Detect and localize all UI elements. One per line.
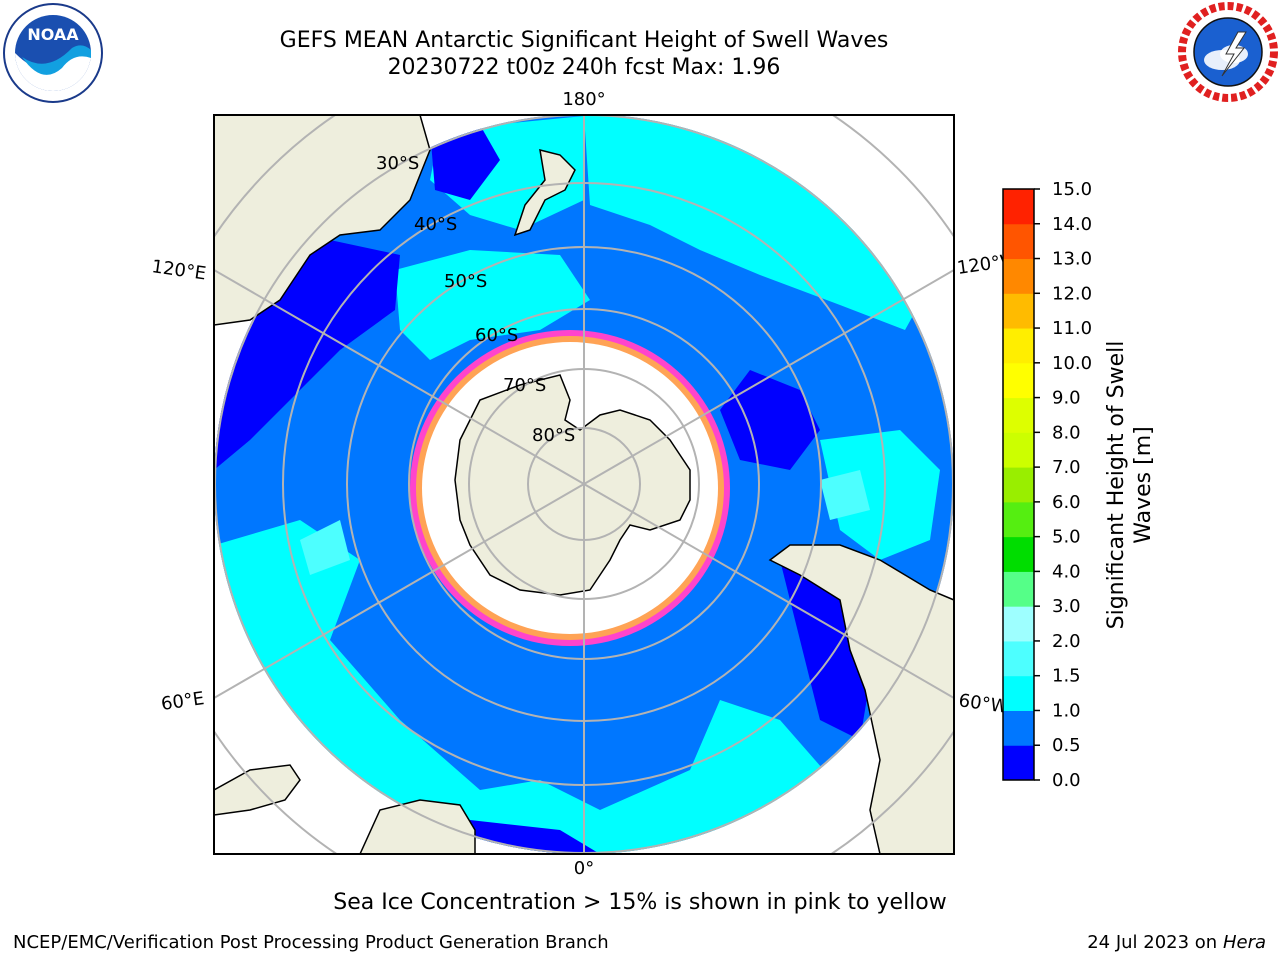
svg-text:NOAA: NOAA [27,25,79,44]
colorbar-segment [1003,397,1034,433]
colorbar-segment [1003,432,1034,468]
meridian-label-60e: 60°E [160,688,206,715]
latitude-label-50s: 50°S [444,271,487,292]
colorbar-segment [1003,501,1034,538]
map-frame [213,114,955,855]
colorbar-segment [1003,467,1034,503]
chart-title: GEFS MEAN Antarctic Significant Height o… [279,28,889,53]
colorbar-tick-label: 11.0 [1052,318,1092,339]
colorbar-segment [1003,189,1034,225]
meridian-label-0: 0° [574,858,594,879]
colorbar-segment [1003,536,1034,572]
colorbar-tick-label: 8.0 [1052,422,1081,443]
colorbar-segment [1003,223,1034,260]
colorbar-tick-label: 9.0 [1052,388,1081,409]
footer-credit: NCEP/EMC/Verification Post Processing Pr… [13,932,609,953]
latitude-label-60s: 60°S [475,325,518,346]
colorbar-tick-label: 13.0 [1052,249,1092,270]
latitude-label-70s: 70°S [503,375,546,396]
colorbar-segment [1003,293,1034,329]
colorbar-segment [1003,328,1034,364]
colorbar-segment [1003,640,1034,677]
colorbar-tick-label: 15.0 [1052,179,1092,200]
colorbar-segment [1003,606,1034,642]
southern-africa-land [359,799,476,854]
noaa-logo-icon: NOAA [3,3,103,103]
colorbar-tick-label: 6.0 [1052,492,1081,513]
national-weather-service-logo-icon [1178,2,1278,102]
south-america-land [768,544,954,854]
colorbar-tick-label: 3.0 [1052,596,1081,617]
colorbar-tick-label: 0.0 [1052,770,1081,791]
sea-ice-note: Sea Ice Concentration > 15% is shown in … [333,890,947,915]
colorbar-tick-label: 10.0 [1052,353,1092,374]
latitude-label-40s: 40°S [414,214,457,235]
chart-subtitle: 20230722 t00z 240h fcst Max: 1.96 [387,55,781,80]
colorbar-tick-label: 1.0 [1052,700,1081,721]
new-zealand-land [513,148,576,237]
colorbar-tick-label: 4.0 [1052,561,1081,582]
colorbar-segment [1003,258,1034,294]
colorbar-label-line2: Waves [m] [1131,426,1156,543]
colorbar: 0.0 0.5 1.0 1.5 2.0 3.0 4.0 5.0 6.0 7.0 8.0 9.0 10.0… [1002,179,1092,791]
colorbar-tick-label: 12.0 [1052,283,1092,304]
colorbar-segment [1003,710,1034,746]
meridian-label-180: 180° [562,89,605,110]
australia-land [214,115,431,326]
africa-land [214,764,301,816]
colorbar-segment [1003,745,1034,781]
footer-date: 24 Jul 2023 on Hera [1087,932,1266,953]
colorbar-tick-label: 7.0 [1052,457,1081,478]
colorbar-segment [1003,362,1034,399]
colorbar-tick-label: 1.5 [1052,666,1081,687]
colorbar-tick-label: 2.0 [1052,631,1081,652]
colorbar-segment [1003,571,1034,607]
footer-date-text: 24 Jul 2023 on [1087,932,1223,953]
footer-host: Hera [1222,932,1266,953]
colorbar-tick-label: 5.0 [1052,527,1081,548]
meridian-label-60w: 60°W [957,690,1009,718]
meridian-label-120e: 120°E [150,256,207,284]
colorbar-segment [1003,675,1034,711]
colorbar-tick-label: 14.0 [1052,214,1092,235]
latitude-label-80s: 80°S [532,425,575,446]
latitude-label-30s: 30°S [376,153,419,174]
colorbar-tick-label: 0.5 [1052,735,1081,756]
colorbar-label-line1: Significant Height of Swell [1104,341,1129,630]
antarctica-land [454,374,691,596]
colorbar-frame [1002,188,1035,781]
